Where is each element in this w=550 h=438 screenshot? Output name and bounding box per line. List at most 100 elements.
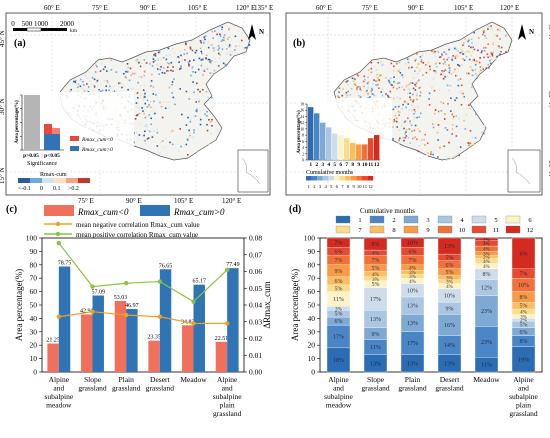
map-b-pixel — [398, 86, 401, 89]
chart-d-segment-label: 4% — [520, 311, 527, 316]
map-a-pixel — [110, 68, 113, 71]
map-a-pixel — [180, 67, 182, 70]
map-a-pixel — [163, 67, 165, 69]
map-a-pixel — [139, 123, 141, 126]
map-b-pixel — [372, 93, 375, 96]
chart-d-segment-label: 10% — [407, 241, 418, 247]
map-b-pixel — [409, 98, 412, 101]
map-a-pixel — [207, 58, 210, 61]
chart-d-segment-label: 4% — [446, 285, 453, 290]
map-b-pixel — [483, 47, 485, 49]
north-arrow-icon: N — [248, 24, 264, 40]
map-a-pixel — [152, 57, 154, 59]
map-a-pixel — [193, 115, 195, 117]
map-a-pixel — [98, 89, 100, 91]
map-b-pixel — [443, 145, 446, 147]
map-a-pixel — [223, 39, 225, 41]
map-b-pixel — [455, 70, 457, 73]
map-b-pixel — [419, 68, 421, 71]
chart-d-category-label: grassland — [435, 384, 464, 393]
chart-d-segment — [437, 237, 462, 255]
map-b-pixel — [377, 77, 379, 79]
map-a-pixel — [144, 130, 146, 133]
map-b-pixel — [419, 70, 421, 73]
map-b-pixel — [454, 68, 456, 71]
map-b-pixel — [426, 142, 429, 145]
map-a-pixel — [77, 83, 80, 85]
map-b-pixel — [407, 61, 410, 64]
map-b-pixel — [368, 81, 370, 83]
map-a-pixel — [214, 30, 216, 32]
map-b-pixel — [465, 55, 468, 58]
chart-c-line-point — [90, 284, 95, 289]
map-b-pixel — [472, 107, 474, 110]
map-b-pixel — [417, 106, 419, 109]
map-b-pixel — [412, 77, 415, 79]
colorbar-cell — [18, 178, 30, 183]
chart-d-segment — [400, 237, 425, 248]
map-a-pixel — [208, 143, 211, 146]
map-a-pixel — [143, 94, 146, 97]
map-b-pixel — [468, 104, 470, 106]
chart-d-segment-label: 5% — [446, 255, 454, 261]
map-a-pixel — [200, 41, 202, 44]
map-b-pixel — [367, 94, 369, 96]
chart-d-legend-label: 6 — [528, 217, 532, 224]
map-a-pixel — [205, 54, 208, 56]
chart-d-segment-label: 17% — [407, 341, 418, 347]
chart-d-segment-label: 12% — [481, 286, 492, 292]
map-a-pixel — [152, 86, 155, 88]
map-b-inset-x-label: 11 — [368, 162, 373, 168]
map-b-pixel — [476, 60, 478, 63]
map-b-pixel — [419, 112, 422, 115]
map-a-pixel — [210, 132, 212, 135]
map-b-inset-x-label: 1 — [309, 162, 312, 168]
legend-label-neg: Rmax_cum<0 — [77, 207, 129, 217]
map-b-pixel — [500, 46, 503, 49]
map-b-pixel — [409, 82, 412, 84]
chart-d-segment-label: 4% — [409, 266, 416, 271]
map-b-pixel — [462, 53, 464, 55]
map-b-pixel — [487, 63, 490, 66]
map-a-pixel — [213, 49, 215, 52]
map-b-pixel — [406, 58, 409, 60]
map-a-pixel — [162, 69, 164, 72]
map-a-pixel — [105, 89, 107, 92]
map-a-pixel — [134, 118, 137, 120]
map-b-pixel — [433, 50, 436, 53]
map-b-pixel — [442, 102, 445, 105]
colorbar-cell — [356, 176, 362, 181]
map-b-pixel — [482, 31, 485, 33]
map-a-pixel — [105, 85, 108, 87]
map-a-pixel — [93, 70, 96, 72]
map-a-pixel — [150, 85, 152, 87]
map-a-pixel — [127, 88, 129, 91]
map-b-pixel — [356, 74, 359, 76]
map-b-pixel — [478, 70, 481, 73]
map-a-pixel — [95, 64, 97, 67]
map-a-pixel — [99, 83, 102, 86]
chart-d-category-label: subalpine — [324, 392, 353, 401]
map-a-pixel — [219, 26, 221, 28]
map-b-pixel — [489, 59, 491, 62]
map-b-pixel — [466, 98, 468, 101]
map-a-pixel — [173, 78, 175, 80]
chart-d-legend-label: 4 — [460, 217, 464, 224]
map-b-pixel — [472, 46, 474, 49]
map-a-pixel — [148, 131, 150, 133]
map-a-pixel — [229, 29, 231, 31]
chart-c-category-label: Plain — [118, 375, 134, 384]
map-a-pixel — [112, 90, 114, 92]
map-b-pixel — [389, 77, 392, 80]
map-b-pixel — [338, 96, 340, 99]
map-a-pixel — [199, 123, 202, 126]
map-b-pixel — [443, 51, 445, 53]
map-b-inset-bar — [350, 142, 356, 160]
map-b-pixel — [492, 43, 495, 46]
map-b-pixel — [401, 86, 403, 88]
chart-c-y-right-tick-label: 0.01 — [249, 351, 262, 360]
legend-label-pos: Rmax_cum>0 — [173, 207, 225, 217]
map-b-pixel — [414, 70, 416, 72]
map-a-pixel — [180, 65, 182, 67]
map-a-pixel — [160, 59, 163, 61]
